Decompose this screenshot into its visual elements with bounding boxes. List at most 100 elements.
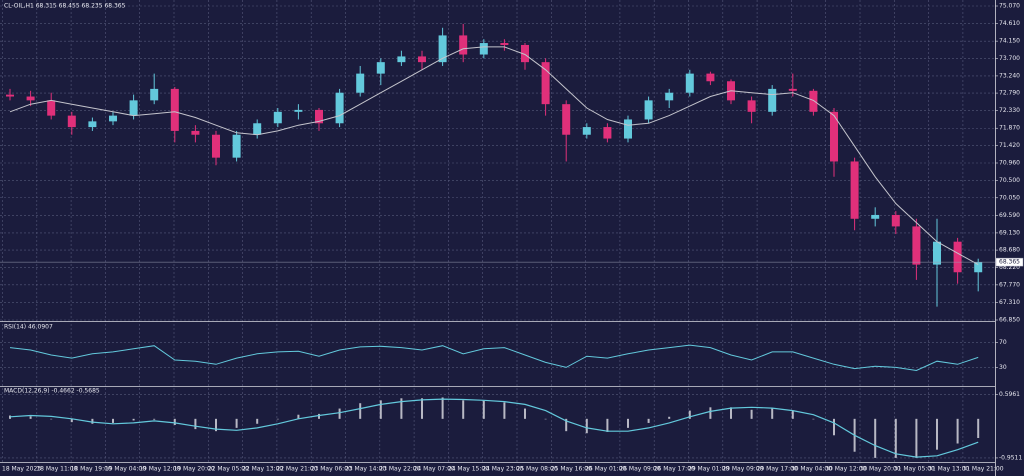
candle-body xyxy=(212,134,220,158)
x-tick-label: 22 May 05:00 xyxy=(208,466,249,473)
x-tick-label: 29 May 09:00 xyxy=(722,466,763,473)
macd-bar xyxy=(709,407,712,419)
y-tick-label: 72.790 xyxy=(999,90,1020,97)
y-tick-label: 69.130 xyxy=(999,229,1020,236)
macd-bar xyxy=(173,418,176,425)
macd-bar xyxy=(585,418,588,434)
candle-body xyxy=(273,111,282,124)
x-tick-label: 31 May 21:00 xyxy=(962,466,1003,473)
x-tick-label: 31 May 05:00 xyxy=(894,466,935,473)
x-tick-label: 30 May 04:00 xyxy=(791,466,832,473)
candle-body xyxy=(912,226,921,265)
x-tick-label: 26 May 17:00 xyxy=(654,466,695,473)
macd-bar xyxy=(647,418,650,423)
x-tick-label: 24 May 23:00 xyxy=(482,466,523,473)
x-tick-label: 31 May 13:00 xyxy=(928,466,969,473)
macd-bar xyxy=(956,418,959,444)
x-tick-label: 18 May 2023 xyxy=(2,466,41,473)
rsi-line xyxy=(9,344,979,372)
y-tick-label: 69.590 xyxy=(999,212,1020,219)
candle-body xyxy=(541,62,550,105)
x-tick-label: 19 May 12:00 xyxy=(139,466,180,473)
candle-body xyxy=(397,56,406,63)
y-tick-label: 68.680 xyxy=(999,247,1020,254)
x-tick-label: 29 May 01:00 xyxy=(688,466,729,473)
macd-bar xyxy=(153,418,156,420)
x-tick-label: 24 May 15:00 xyxy=(448,466,489,473)
y-tick-label: 71.420 xyxy=(999,142,1020,149)
macd-bar xyxy=(524,408,526,419)
grid xyxy=(0,0,998,462)
macd-bar xyxy=(421,398,423,419)
x-tick-label: 19 May 04:00 xyxy=(105,466,146,473)
x-tick-label: 26 May 01:00 xyxy=(585,466,626,473)
candle-body xyxy=(830,111,838,162)
last-price-box xyxy=(995,257,1024,267)
candle-body xyxy=(603,127,612,139)
macd-bar xyxy=(606,418,609,432)
y-tick-label: 73.700 xyxy=(999,55,1020,62)
y-tick-label: 72.330 xyxy=(999,107,1020,114)
candle-body xyxy=(191,130,200,135)
macd-bar xyxy=(441,397,444,419)
candle-body xyxy=(768,88,777,112)
candle-body xyxy=(953,241,962,273)
x-tick-label: 22 May 21:00 xyxy=(276,466,317,473)
last-price-label: 68.365 xyxy=(999,259,1020,266)
x-tick-label: 19 May 20:00 xyxy=(174,466,215,473)
macd-bar xyxy=(9,415,11,419)
macd-bar xyxy=(338,408,341,419)
y-tick-label: -0.9511 xyxy=(999,454,1022,461)
candle-body xyxy=(624,119,632,139)
x-tick-label: 24 May 07:00 xyxy=(414,466,455,473)
y-tick-label: 66.850 xyxy=(999,317,1020,324)
candle-body xyxy=(747,100,756,112)
candle-body xyxy=(706,73,715,82)
candle-body xyxy=(644,100,653,120)
macd-bar xyxy=(50,418,53,420)
macd-bar xyxy=(91,418,94,424)
macd-bar xyxy=(215,418,217,432)
macd-bar xyxy=(297,414,300,419)
macd-bar xyxy=(668,416,671,419)
candle-body xyxy=(418,56,426,63)
y-tick-label: 68.220 xyxy=(999,264,1020,271)
candle-body xyxy=(129,100,138,116)
macd-bar xyxy=(977,418,980,438)
macd-bar xyxy=(194,418,197,430)
candle-body xyxy=(150,88,159,101)
macd-bar xyxy=(915,418,918,458)
candle-body xyxy=(170,88,179,131)
macd-bar xyxy=(70,418,73,423)
x-tick-label: 30 May 20:00 xyxy=(860,466,901,473)
macd-bar xyxy=(771,408,774,419)
candle-body xyxy=(335,92,344,124)
candle-body xyxy=(232,134,241,158)
candle-body xyxy=(521,44,529,63)
candle-body xyxy=(253,123,262,135)
x-tick-label: 22 May 13:00 xyxy=(242,466,283,473)
macd-bar xyxy=(812,418,815,420)
macd-bar xyxy=(791,410,794,419)
labels: CL-OIL,H1 68.315 68.455 68.235 68.365 RS… xyxy=(2,3,1024,473)
macd-bar xyxy=(482,400,485,419)
candle-body xyxy=(974,262,983,273)
y-tick-label: 67.310 xyxy=(999,299,1020,306)
candle-body xyxy=(871,214,880,219)
candle-body xyxy=(376,62,385,74)
candle-body xyxy=(665,92,674,101)
marks xyxy=(0,23,995,458)
moving-average xyxy=(9,46,979,266)
macd-bar xyxy=(379,400,382,419)
macd-bar xyxy=(874,418,877,458)
macd-bar xyxy=(544,418,547,420)
candle-body xyxy=(809,90,818,112)
candle-body xyxy=(933,241,941,265)
y-tick-label: 74.610 xyxy=(999,20,1020,27)
y-tick-label: 70.050 xyxy=(999,194,1020,201)
x-tick-label: 18 May 11:00 xyxy=(36,466,77,473)
price-title: CL-OIL,H1 68.315 68.455 68.235 68.365 xyxy=(4,3,126,10)
candle-body xyxy=(67,115,76,128)
